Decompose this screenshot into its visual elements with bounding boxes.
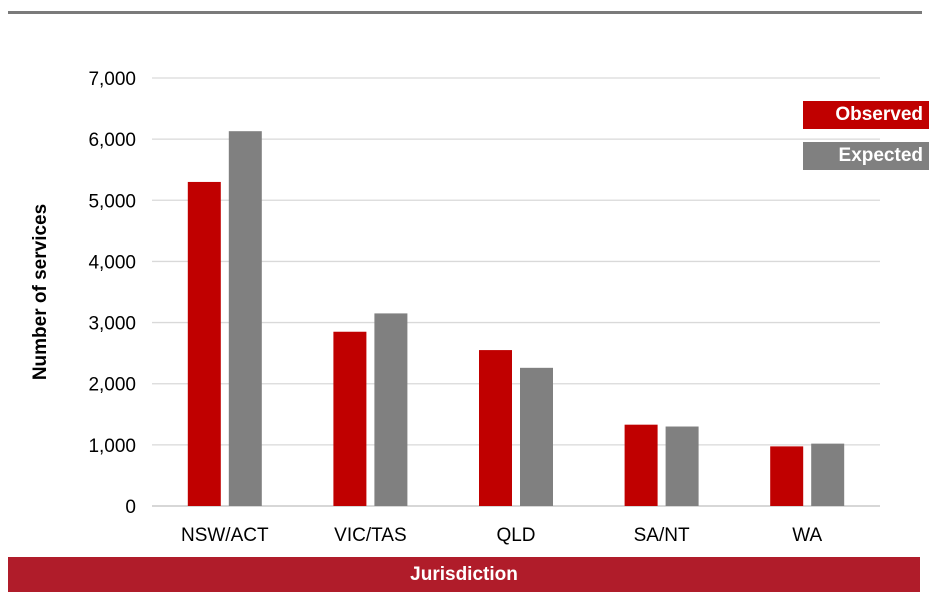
gridlines xyxy=(152,77,880,507)
bar-observed-nsw-act xyxy=(187,181,221,506)
y-tick-label: 3,000 xyxy=(88,314,136,335)
top-rule xyxy=(8,11,922,14)
x-axis-label: Jurisdiction xyxy=(8,557,920,592)
y-tick-label: 1,000 xyxy=(88,436,136,457)
y-tick-label: 5,000 xyxy=(88,191,136,212)
y-tick-labels: 0 1,000 2,000 3,000 4,000 5,000 6,000 7,000 xyxy=(88,69,136,518)
y-tick-label: 2,000 xyxy=(88,375,136,396)
legend-expected: Expected xyxy=(803,142,929,170)
y-tick-label: 4,000 xyxy=(88,252,136,273)
x-tick-label: SA/NT xyxy=(634,525,690,546)
bar-observed-vic-tas xyxy=(333,331,367,506)
x-tick-label: WA xyxy=(792,525,822,546)
x-tick-label: QLD xyxy=(496,525,535,546)
legend-observed: Observed xyxy=(803,101,929,129)
bar-observed-qld xyxy=(479,350,512,506)
y-axis-label: Number of services xyxy=(30,204,51,380)
y-tick-label: 7,000 xyxy=(88,69,136,90)
bar-expected-sa-nt xyxy=(665,426,699,506)
y-tick-label: 6,000 xyxy=(88,130,136,151)
bar-observed-sa-nt xyxy=(624,424,658,506)
bars xyxy=(187,131,845,507)
x-tick-label: NSW/ACT xyxy=(181,525,269,546)
bar-observed-wa xyxy=(770,446,804,506)
bar-expected-nsw-act xyxy=(228,131,262,507)
bar-expected-vic-tas xyxy=(374,313,408,506)
x-tick-label: VIC/TAS xyxy=(334,525,407,546)
y-tick-label: 0 xyxy=(125,497,136,518)
x-tick-labels: NSW/ACT VIC/TAS QLD SA/NT WA xyxy=(181,525,822,546)
bar-expected-wa xyxy=(811,443,845,506)
bar-expected-qld xyxy=(520,367,553,506)
